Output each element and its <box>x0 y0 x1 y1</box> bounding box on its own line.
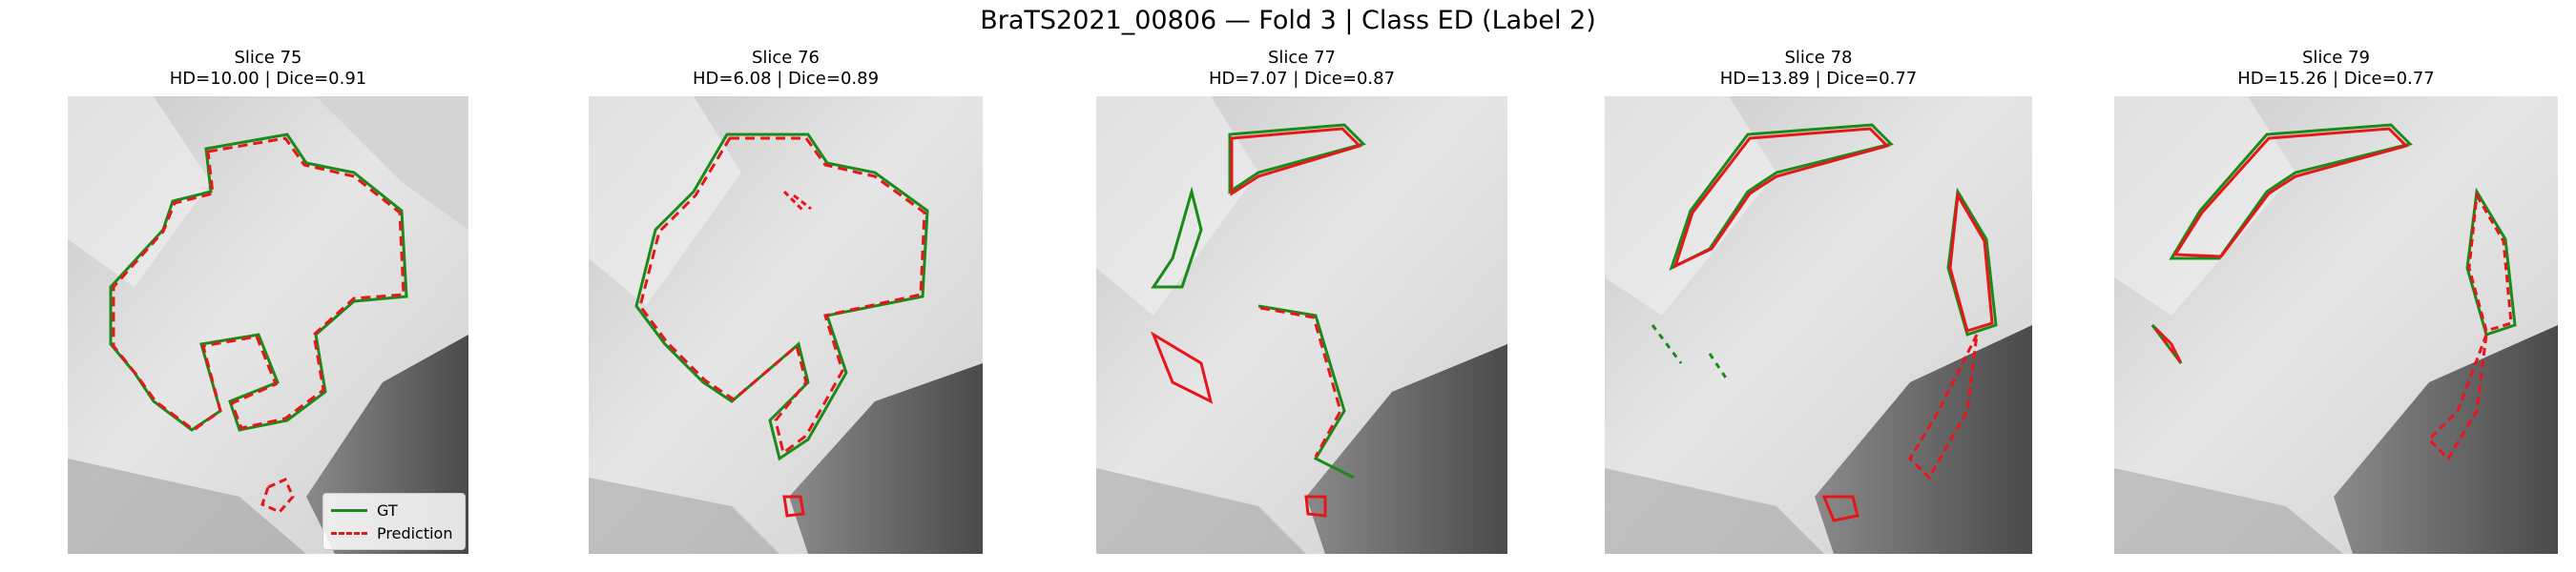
metrics-label: HD=10.00 | Dice=0.91 <box>169 69 367 89</box>
metrics-label: HD=15.26 | Dice=0.77 <box>2237 69 2435 89</box>
metrics-label: HD=6.08 | Dice=0.89 <box>692 69 880 89</box>
legend: GT Prediction <box>322 493 466 550</box>
mri-slice-image-77 <box>1096 96 1507 554</box>
panel-title-2: Slice 76 HD=6.08 | Dice=0.89 <box>589 48 983 90</box>
slice-label: Slice 75 <box>234 48 302 68</box>
panel-title-1: Slice 75 HD=10.00 | Dice=0.91 <box>68 48 468 90</box>
mri-slice-image-78 <box>1605 96 2032 554</box>
slice-label: Slice 77 <box>1267 48 1337 68</box>
gt-line-swatch <box>331 508 367 512</box>
figure-title: BraTS2021_00806 — Fold 3 | Class ED (Lab… <box>980 6 1596 35</box>
metrics-label: HD=13.89 | Dice=0.77 <box>1719 69 1918 89</box>
legend-item-prediction: Prediction <box>331 522 452 543</box>
slice-label: Slice 79 <box>2301 48 2371 68</box>
slice-label: Slice 78 <box>1784 48 1853 68</box>
mri-slice-image-75 <box>68 96 468 554</box>
panel-title-4: Slice 78 HD=13.89 | Dice=0.77 <box>1605 48 2032 90</box>
panel-title-5: Slice 79 HD=15.26 | Dice=0.77 <box>2114 48 2558 90</box>
prediction-line-swatch <box>331 531 367 535</box>
legend-item-gt: GT <box>331 500 398 521</box>
metrics-label: HD=7.07 | Dice=0.87 <box>1208 69 1396 89</box>
mri-slice-image-79 <box>2114 96 2558 554</box>
slice-label: Slice 76 <box>751 48 821 68</box>
legend-gt-label: GT <box>377 500 398 520</box>
panel-title-3: Slice 77 HD=7.07 | Dice=0.87 <box>1096 48 1507 90</box>
legend-prediction-label: Prediction <box>377 523 453 542</box>
mri-slice-image-76 <box>589 96 983 554</box>
